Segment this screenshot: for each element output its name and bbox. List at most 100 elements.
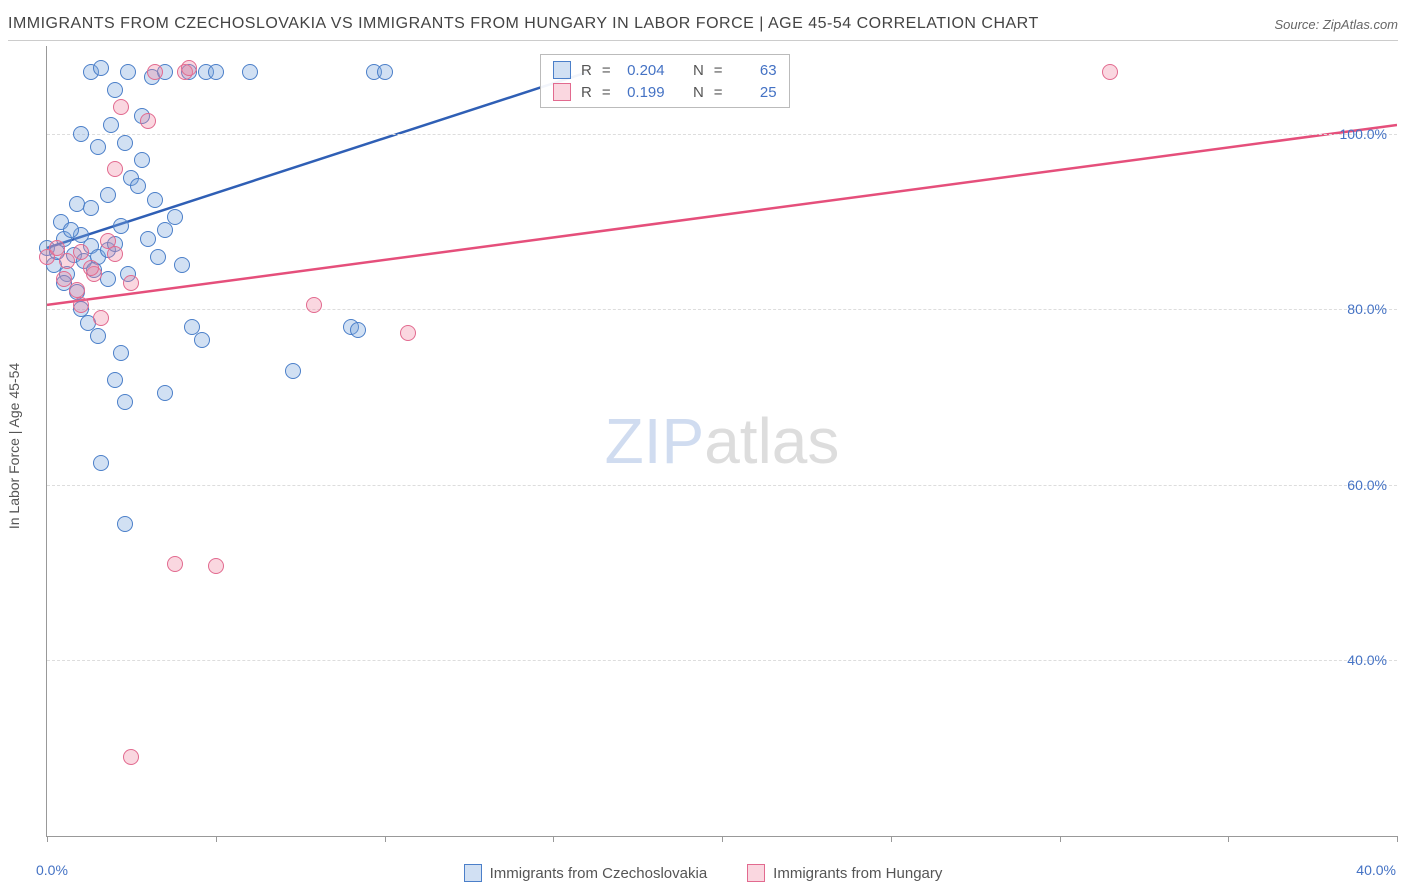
watermark-zip: ZIP — [605, 405, 705, 477]
data-point — [103, 117, 119, 133]
y-tick-label: 100.0% — [1340, 126, 1387, 142]
x-tick — [553, 836, 554, 842]
data-point — [167, 556, 183, 572]
y-tick-label: 60.0% — [1347, 477, 1387, 493]
data-point — [167, 209, 183, 225]
data-point — [120, 64, 136, 80]
legend-item: Immigrants from Hungary — [747, 864, 942, 882]
y-tick-label: 80.0% — [1347, 301, 1387, 317]
stat-R-value: 0.204 — [621, 62, 665, 79]
x-tick — [1228, 836, 1229, 842]
stat-N-label: N — [693, 62, 704, 79]
stat-eq: = — [714, 84, 723, 101]
gridline — [47, 309, 1397, 310]
data-point — [130, 178, 146, 194]
data-point — [117, 516, 133, 532]
data-point — [83, 260, 99, 276]
watermark-rest: atlas — [704, 405, 839, 477]
data-point — [181, 60, 197, 76]
data-point — [147, 192, 163, 208]
data-point — [93, 455, 109, 471]
data-point — [377, 64, 393, 80]
data-point — [73, 126, 89, 142]
data-point — [100, 271, 116, 287]
legend-item: Immigrants from Czechoslovakia — [464, 864, 708, 882]
x-tick — [722, 836, 723, 842]
data-point — [107, 246, 123, 262]
data-point — [157, 222, 173, 238]
data-point — [208, 558, 224, 574]
data-point — [134, 152, 150, 168]
stat-N-value: 25 — [733, 84, 777, 101]
data-point — [123, 749, 139, 765]
stat-R-label: R — [581, 84, 592, 101]
data-point — [123, 275, 139, 291]
x-tick — [216, 836, 217, 842]
data-point — [107, 372, 123, 388]
data-point — [90, 139, 106, 155]
stat-eq: = — [714, 62, 723, 79]
title-bar: IMMIGRANTS FROM CZECHOSLOVAKIA VS IMMIGR… — [8, 8, 1398, 41]
stat-R-value: 0.199 — [621, 84, 665, 101]
data-point — [1102, 64, 1118, 80]
trend-lines — [47, 46, 1397, 836]
chart-title: IMMIGRANTS FROM CZECHOSLOVAKIA VS IMMIGR… — [8, 15, 1039, 33]
x-tick — [1060, 836, 1061, 842]
data-point — [140, 113, 156, 129]
legend-swatch — [464, 864, 482, 882]
data-point — [107, 82, 123, 98]
bottom-legend: Immigrants from Czechoslovakia Immigrants… — [0, 864, 1406, 882]
chart-container: IMMIGRANTS FROM CZECHOSLOVAKIA VS IMMIGR… — [0, 0, 1406, 892]
gridline — [47, 660, 1397, 661]
data-point — [306, 297, 322, 313]
stat-N-label: N — [693, 84, 704, 101]
gridline — [47, 134, 1397, 135]
legend-swatch — [553, 83, 571, 101]
stat-N-value: 63 — [733, 62, 777, 79]
data-point — [93, 310, 109, 326]
stats-row: R = 0.204 N = 63 — [541, 59, 789, 81]
data-point — [157, 385, 173, 401]
data-point — [63, 222, 79, 238]
data-point — [350, 322, 366, 338]
data-point — [140, 231, 156, 247]
stats-row: R = 0.199 N = 25 — [541, 81, 789, 103]
data-point — [100, 187, 116, 203]
data-point — [285, 363, 301, 379]
data-point — [174, 257, 190, 273]
legend-label: Immigrants from Czechoslovakia — [490, 865, 708, 882]
data-point — [113, 99, 129, 115]
data-point — [107, 161, 123, 177]
legend-swatch — [553, 61, 571, 79]
data-point — [93, 60, 109, 76]
stat-eq: = — [602, 84, 611, 101]
y-axis-label: In Labor Force | Age 45-54 — [6, 363, 22, 529]
x-tick — [385, 836, 386, 842]
data-point — [90, 328, 106, 344]
x-tick — [891, 836, 892, 842]
data-point — [73, 244, 89, 260]
plot-area: ZIPatlas 40.0% 60.0% 80.0% 100.0% — [46, 46, 1397, 837]
data-point — [150, 249, 166, 265]
y-tick-label: 40.0% — [1347, 652, 1387, 668]
gridline — [47, 485, 1397, 486]
stat-R-label: R — [581, 62, 592, 79]
data-point — [83, 200, 99, 216]
watermark: ZIPatlas — [605, 404, 840, 478]
trend-line — [47, 125, 1397, 305]
legend-label: Immigrants from Hungary — [773, 865, 942, 882]
data-point — [113, 218, 129, 234]
data-point — [242, 64, 258, 80]
legend-swatch — [747, 864, 765, 882]
data-point — [208, 64, 224, 80]
data-point — [113, 345, 129, 361]
data-point — [117, 394, 133, 410]
stat-eq: = — [602, 62, 611, 79]
x-tick — [1397, 836, 1398, 842]
data-point — [56, 271, 72, 287]
x-tick — [47, 836, 48, 842]
data-point — [73, 297, 89, 313]
stats-legend: R = 0.204 N = 63 R = 0.199 N = 25 — [540, 54, 790, 108]
data-point — [117, 135, 133, 151]
data-point — [194, 332, 210, 348]
